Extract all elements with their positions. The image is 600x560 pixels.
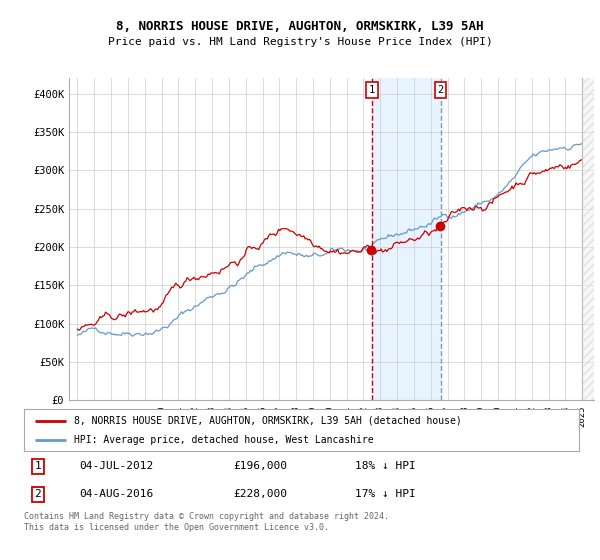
Text: 2: 2 <box>34 489 41 500</box>
Text: 1: 1 <box>34 461 41 472</box>
Text: 8, NORRIS HOUSE DRIVE, AUGHTON, ORMSKIRK, L39 5AH (detached house): 8, NORRIS HOUSE DRIVE, AUGHTON, ORMSKIRK… <box>74 416 462 426</box>
Bar <box>582 78 599 400</box>
Text: £196,000: £196,000 <box>234 461 288 472</box>
Text: 04-AUG-2016: 04-AUG-2016 <box>79 489 154 500</box>
Text: 04-JUL-2012: 04-JUL-2012 <box>79 461 154 472</box>
Text: HPI: Average price, detached house, West Lancashire: HPI: Average price, detached house, West… <box>74 435 374 445</box>
Text: 8, NORRIS HOUSE DRIVE, AUGHTON, ORMSKIRK, L39 5AH: 8, NORRIS HOUSE DRIVE, AUGHTON, ORMSKIRK… <box>116 20 484 32</box>
Text: 17% ↓ HPI: 17% ↓ HPI <box>355 489 416 500</box>
Text: 18% ↓ HPI: 18% ↓ HPI <box>355 461 416 472</box>
Bar <box>372 78 440 400</box>
Text: £228,000: £228,000 <box>234 489 288 500</box>
Text: 2: 2 <box>437 85 444 95</box>
Text: Price paid vs. HM Land Registry's House Price Index (HPI): Price paid vs. HM Land Registry's House … <box>107 37 493 47</box>
Text: Contains HM Land Registry data © Crown copyright and database right 2024.
This d: Contains HM Land Registry data © Crown c… <box>24 512 389 532</box>
Text: 1: 1 <box>369 85 375 95</box>
